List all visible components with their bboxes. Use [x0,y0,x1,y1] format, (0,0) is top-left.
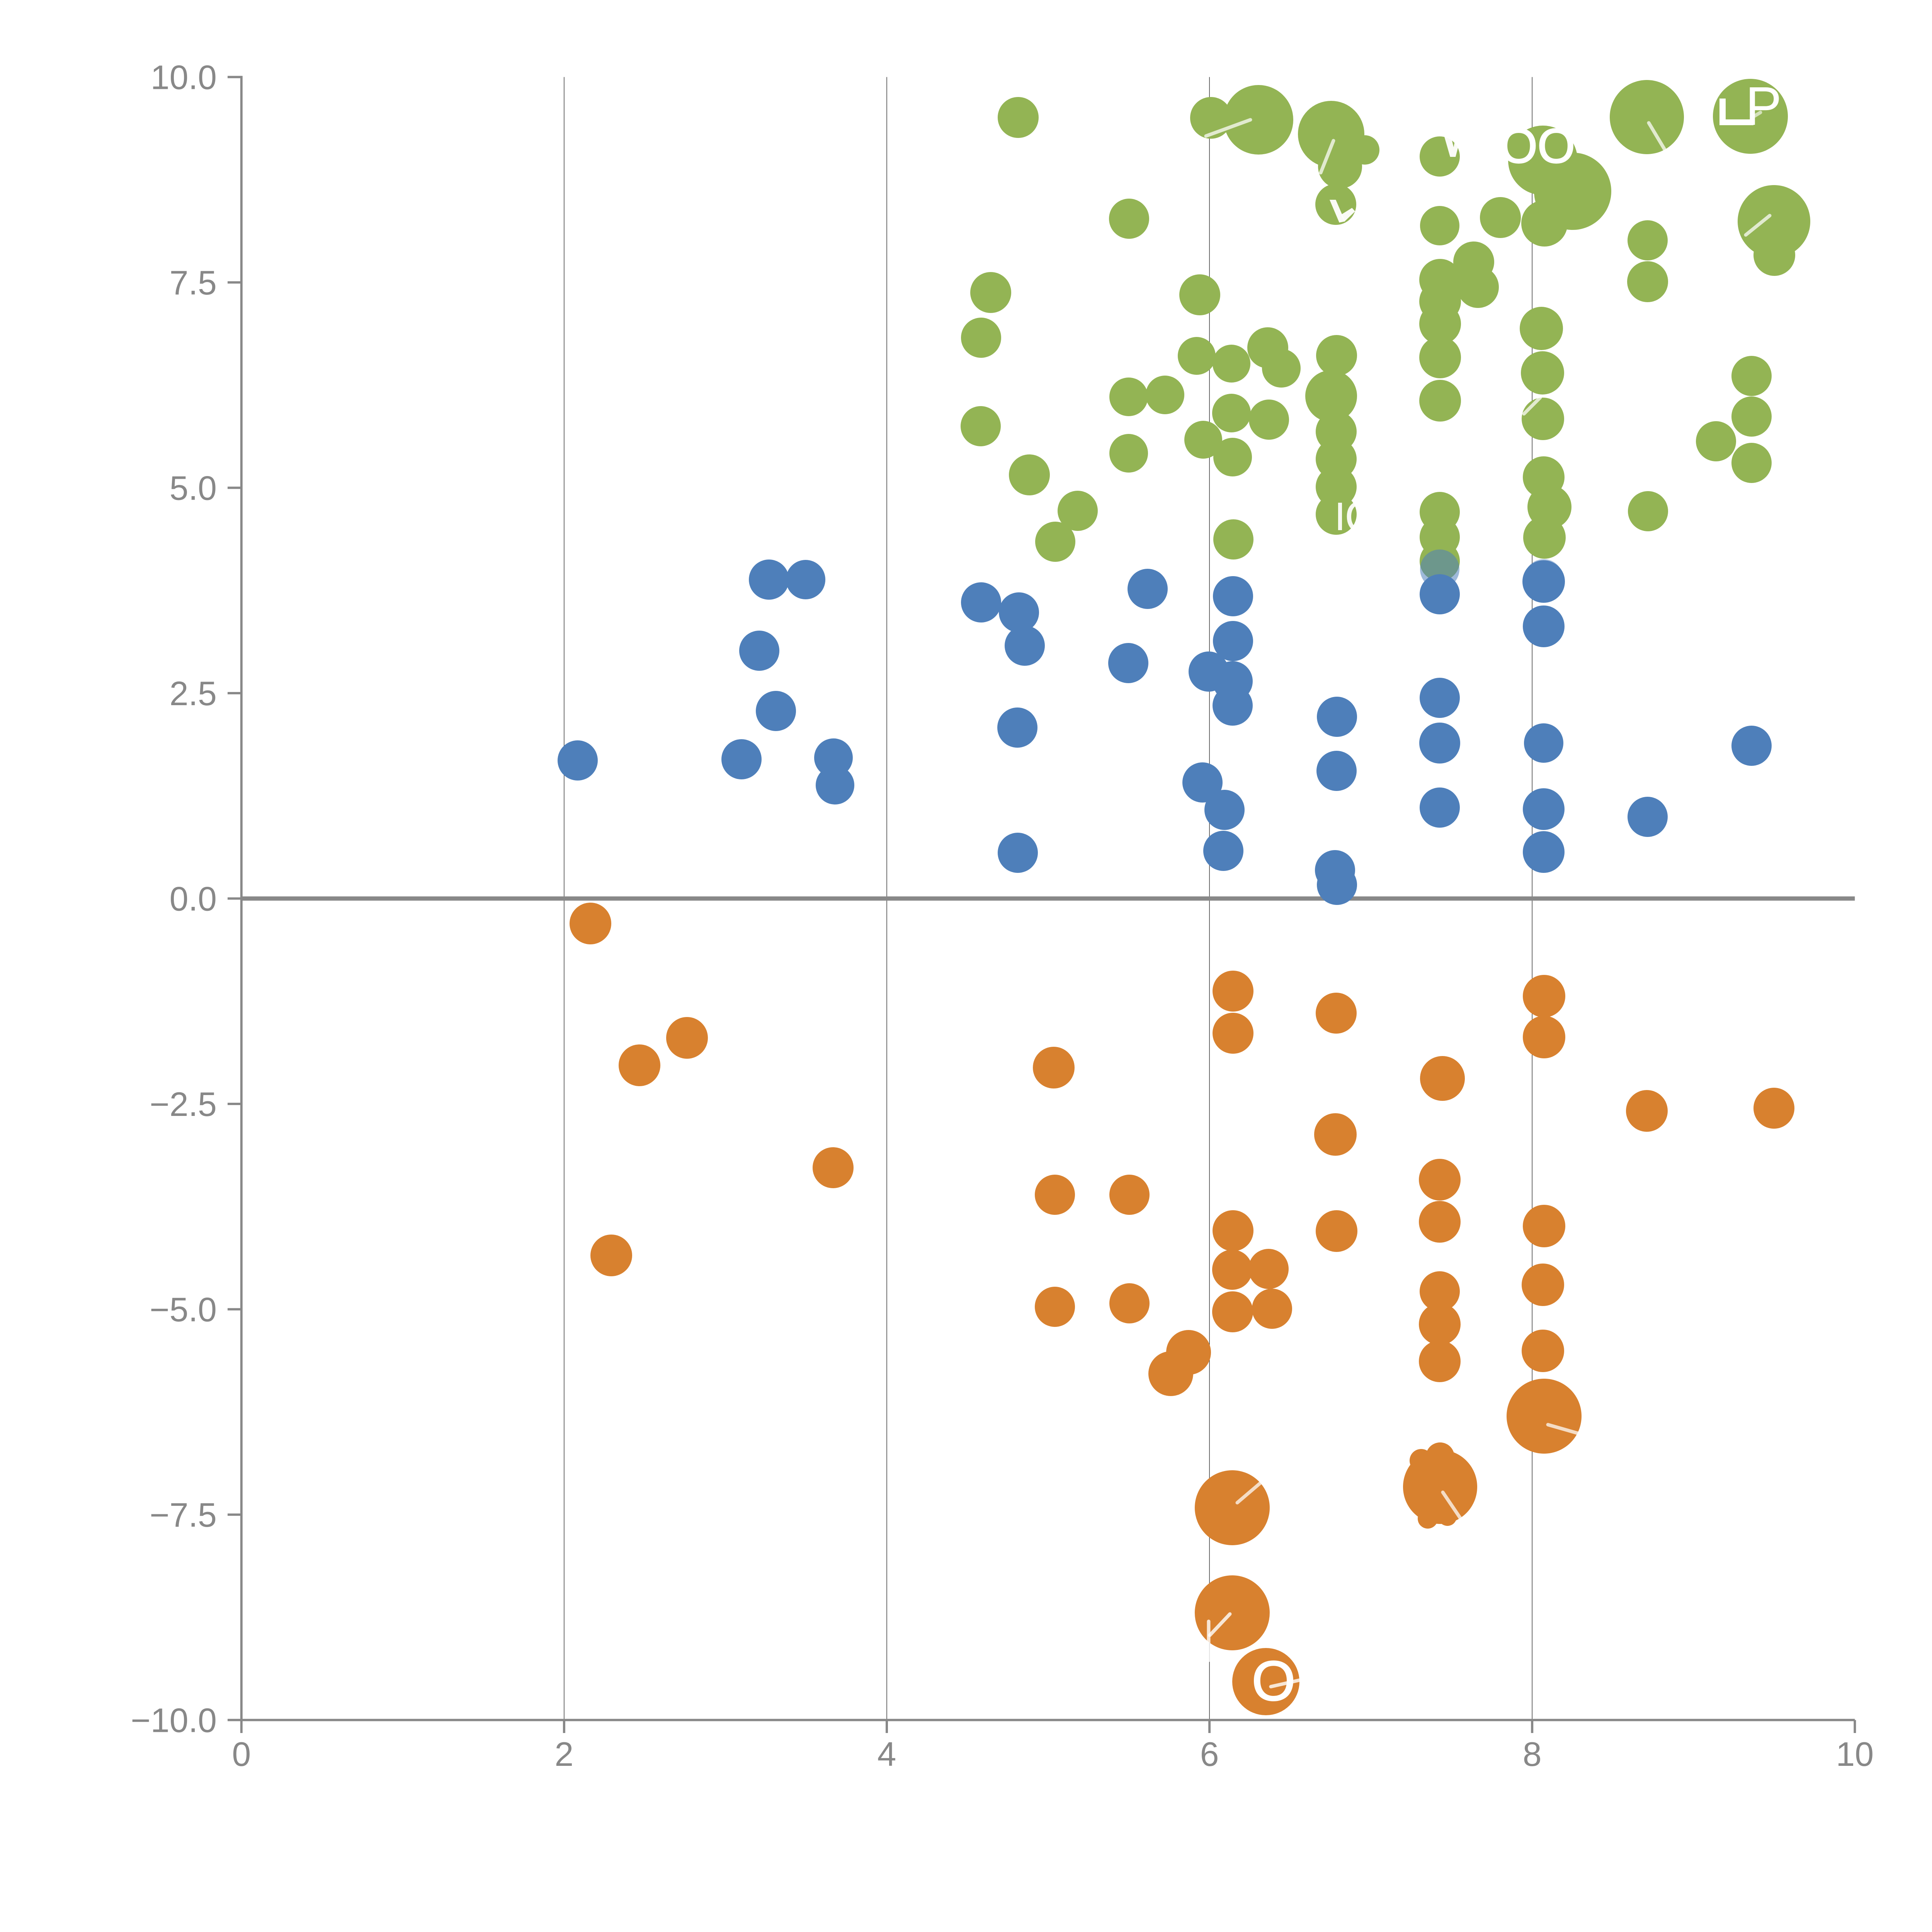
svg-text:2.5: 2.5 [170,674,217,713]
svg-text:4: 4 [878,1735,896,1773]
svg-text:−2.5: −2.5 [150,1085,217,1123]
svg-text:0: 0 [232,1735,251,1773]
svg-text:−5.0: −5.0 [150,1290,217,1328]
svg-text:7.5: 7.5 [170,264,217,302]
svg-text:−7.5: −7.5 [150,1496,217,1534]
svg-text:−10.0: −10.0 [131,1701,217,1739]
svg-text:8: 8 [1523,1735,1542,1773]
svg-text:OO: OO [1500,119,1575,173]
svg-text:0.0: 0.0 [170,879,217,918]
svg-text:2: 2 [554,1735,573,1773]
svg-text:O: O [1345,492,1380,543]
svg-text:10.0: 10.0 [151,58,217,96]
svg-text:O: O [1252,1650,1296,1712]
svg-text:5.0: 5.0 [170,469,217,507]
svg-text:P: P [1745,75,1782,136]
svg-text:10: 10 [1836,1735,1874,1773]
svg-text:6: 6 [1200,1735,1219,1773]
